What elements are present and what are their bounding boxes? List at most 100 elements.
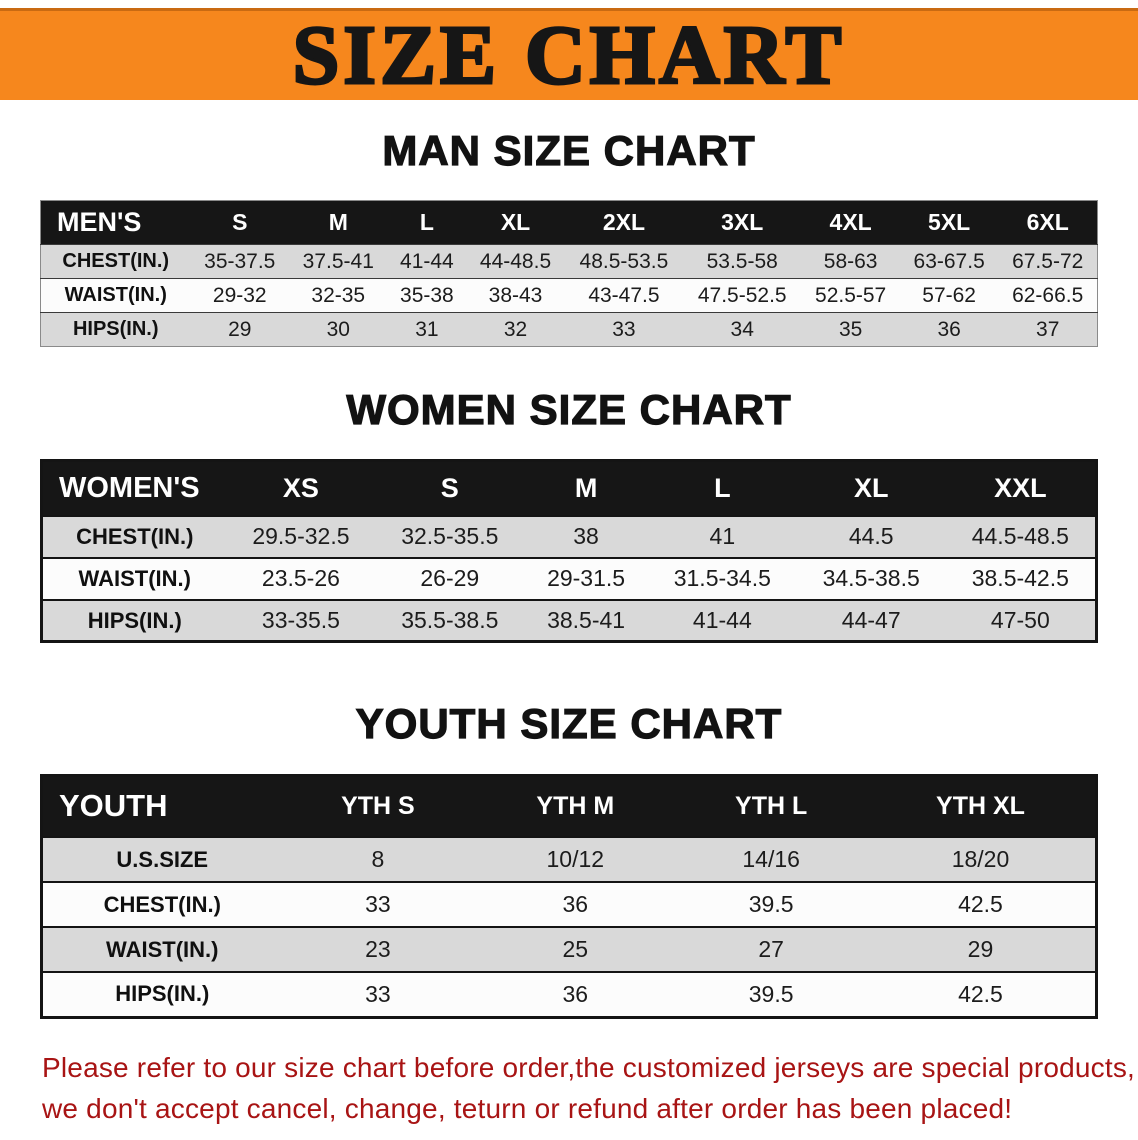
men-size-table: MEN'S S M L XL 2XL 3XL 4XL 5XL 6XL CHEST(IN.) 35-37…	[40, 200, 1098, 348]
size-value-cell: 39.5	[748, 891, 794, 918]
size-header-cell: L	[387, 200, 467, 245]
size-header-cell: S	[375, 460, 525, 516]
size-value-cell: 32-35	[311, 283, 366, 307]
size-header-cell: XXL	[945, 460, 1097, 516]
row-label-cell: CHEST(IN.)	[103, 891, 221, 917]
size-header-cell: XL	[796, 460, 946, 516]
women-heading: WOMEN SIZE CHART	[346, 386, 792, 434]
women-size-table: WOMEN'S XS S M L XL XXL CHEST(IN.) 29.5-32.5 32.5…	[40, 459, 1098, 644]
size-value-cell: 29	[967, 936, 994, 963]
size-header-cell: 4XL	[801, 200, 900, 245]
size-value-cell: 37.5-41	[302, 249, 374, 273]
size-value-cell: 47-50	[990, 607, 1050, 634]
measurement-row: HIPS(IN.) 29 30 31 32 33 34 35 36 37	[40, 312, 1098, 347]
size-value-cell: 44-48.5	[479, 249, 552, 273]
size-value-cell: 35	[838, 317, 863, 341]
size-value-cell: 27	[758, 936, 784, 963]
size-value-cell: 30	[326, 317, 350, 341]
size-value-cell: 34	[730, 317, 754, 341]
size-value-cell: 34.5-38.5	[822, 565, 920, 592]
row-label-cell: WAIST(IN.)	[78, 565, 191, 591]
size-value-cell: 47.5-52.5	[697, 283, 787, 307]
size-value-cell: 39.5	[748, 980, 794, 1007]
measurement-row: WAIST(IN.) 29-32 32-35 35-38 38-43 43-47.5 47.…	[40, 278, 1098, 313]
measurement-row: WAIST(IN.) 23.5-26 26-29 29-31.5 31.5-34.5 34…	[41, 557, 1097, 600]
size-value-cell: 38	[573, 523, 599, 550]
size-table-header-row: YOUTH YTH S YTH M YTH L YTH XL	[41, 775, 1097, 838]
size-value-cell: 35-38	[400, 283, 454, 307]
size-value-cell: 44.5	[848, 523, 894, 550]
size-table-header-row: MEN'S S M L XL 2XL 3XL 4XL 5XL 6XL	[40, 200, 1098, 245]
table-title-cell: MEN'S	[40, 200, 191, 245]
men-section: MAN SIZE CHART MEN'S S M L XL 2XL 3XL 4XL 5XL 6XL…	[0, 127, 1138, 348]
row-label-cell: HIPS(IN.)	[72, 318, 159, 341]
row-label-cell: CHEST(IN.)	[62, 250, 170, 273]
size-value-cell: 29	[228, 317, 252, 341]
size-value-cell: 31.5-34.5	[673, 565, 771, 592]
size-value-cell: 10/12	[546, 846, 605, 873]
size-value-cell: 44.5-48.5	[971, 523, 1069, 550]
row-label-cell: HIPS(IN.)	[115, 981, 210, 1007]
size-value-cell: 23	[365, 936, 391, 963]
row-label-cell: WAIST(IN.)	[64, 284, 167, 307]
size-value-cell: 32	[503, 317, 528, 341]
measurement-row: CHEST(IN.) 29.5-32.5 32.5-35.5 38 41 44.5 44.5…	[41, 515, 1097, 558]
table-title-cell: WOMEN'S	[41, 460, 227, 516]
size-header-cell: 6XL	[998, 200, 1098, 245]
size-value-cell: 26-29	[420, 565, 480, 592]
size-value-cell: 63-67.5	[913, 249, 985, 273]
size-header-cell: M	[524, 460, 648, 516]
size-value-cell: 48.5-53.5	[579, 249, 669, 273]
size-header-cell: YTH M	[474, 775, 677, 838]
size-value-cell: 33-35.5	[261, 607, 340, 634]
size-value-cell: 29-31.5	[547, 565, 626, 592]
page-title: SIZE CHART	[291, 8, 846, 102]
size-value-cell: 53.5-58	[706, 249, 778, 273]
row-label-cell: CHEST(IN.)	[76, 523, 194, 549]
size-value-cell: 38-43	[488, 283, 543, 307]
table-title-cell: YOUTH	[41, 775, 282, 838]
size-header-cell: YTH S	[281, 775, 475, 838]
size-value-cell: 33	[365, 980, 391, 1007]
size-value-cell: 41	[709, 523, 736, 550]
size-value-cell: 42.5	[958, 980, 1003, 1007]
size-value-cell: 33	[365, 891, 391, 918]
size-value-cell: 41-44	[400, 249, 454, 273]
size-value-cell: 23.5-26	[261, 565, 340, 592]
size-value-cell: 57-62	[922, 283, 976, 307]
size-value-cell: 44-47	[841, 607, 901, 634]
size-value-cell: 58-63	[823, 249, 878, 273]
size-header-cell: XS	[226, 460, 376, 516]
size-value-cell: 18/20	[951, 846, 1010, 873]
size-value-cell: 67.5-72	[1012, 249, 1084, 273]
size-header-cell: L	[647, 460, 797, 516]
size-value-cell: 52.5-57	[815, 283, 887, 307]
size-value-cell: 43-47.5	[588, 283, 660, 307]
size-header-cell: YTH XL	[865, 775, 1097, 838]
men-heading: MAN SIZE CHART	[382, 127, 756, 175]
size-value-cell: 36	[562, 980, 589, 1007]
size-value-cell: 29-32	[212, 283, 267, 307]
disclaimer-line-1: Please refer to our size chart before or…	[42, 1051, 1136, 1083]
size-value-cell: 41-44	[692, 607, 752, 634]
measurement-row: U.S.SIZE 8 10/12 14/16 18/20	[41, 837, 1097, 883]
size-header-cell: XL	[466, 200, 565, 245]
youth-section: YOUTH SIZE CHART YOUTH YTH S YTH M YTH L YTH…	[0, 700, 1138, 1019]
size-header-cell: 3XL	[683, 200, 802, 245]
size-header-cell: YTH L	[676, 775, 866, 838]
size-value-cell: 38.5-41	[547, 607, 626, 634]
measurement-row: HIPS(IN.) 33-35.5 35.5-38.5 38.5-41 41-44 44-…	[41, 599, 1097, 642]
size-header-cell: M	[289, 200, 388, 245]
disclaimer: Please refer to our size chart before or…	[42, 1047, 1138, 1129]
youth-heading: YOUTH SIZE CHART	[355, 700, 783, 748]
measurement-row: HIPS(IN.) 33 36 39.5 42.5	[41, 972, 1097, 1018]
row-label-cell: WAIST(IN.)	[106, 936, 219, 962]
size-value-cell: 62-66.5	[1012, 283, 1084, 307]
size-value-cell: 35-37.5	[204, 249, 276, 273]
size-value-cell: 36	[937, 317, 961, 341]
measurement-row: WAIST(IN.) 23 25 27 29	[41, 927, 1097, 973]
size-value-cell: 8	[371, 846, 385, 873]
size-value-cell: 36	[562, 891, 589, 918]
size-value-cell: 25	[562, 936, 589, 963]
banner: SIZE CHART	[0, 8, 1138, 100]
